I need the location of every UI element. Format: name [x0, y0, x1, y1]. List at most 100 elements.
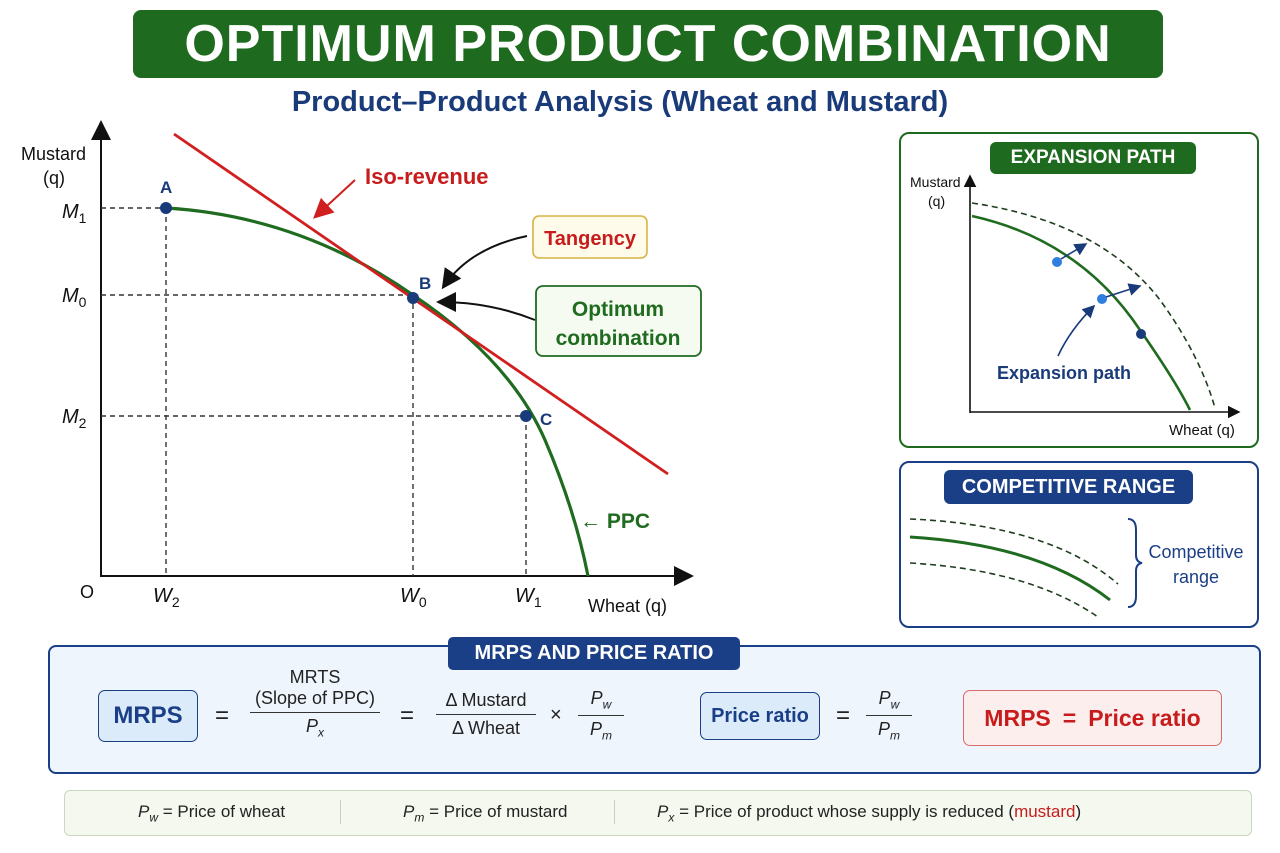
- range-mid-curve: [909, 535, 1111, 602]
- page-title-text: OPTIMUM PRODUCT COMBINATION: [184, 15, 1112, 73]
- exp-point-1: [1052, 257, 1062, 267]
- legend-px: Px = Price of product whose supply is re…: [657, 802, 1081, 824]
- exp-point-2: [1097, 294, 1107, 304]
- exp-y-label-2: (q): [928, 193, 945, 209]
- point-b: [407, 292, 419, 304]
- x-axis-label: Wheat (q): [588, 596, 667, 616]
- legend-separator-2: [614, 800, 615, 824]
- mrts-label: MRTS: [289, 667, 341, 687]
- optimum-label-2: combination: [556, 327, 681, 350]
- mrts-fraction: MRTS (Slope of PPC) Px: [250, 667, 380, 740]
- tick-w2: W2: [153, 585, 180, 610]
- point-a-label: A: [160, 178, 172, 197]
- price-ratio-bar: [866, 714, 912, 716]
- tangency-label: Tangency: [544, 228, 637, 250]
- pw-symbol: Pw: [590, 688, 612, 712]
- main-ppc-chart: A B C Mustard (q) Wheat (q) O M1 M0 M2 W…: [21, 120, 702, 616]
- legend-pw: Pw = Price of wheat: [138, 802, 285, 824]
- result-right: Price ratio: [1088, 704, 1201, 731]
- result-eq: =: [1062, 704, 1077, 731]
- eq-2: =: [400, 702, 415, 729]
- isorevenue-arrow: [313, 179, 356, 219]
- pm-denominator-2: Pm: [866, 719, 912, 743]
- competitive-range-heading-text: COMPETITIVE RANGE: [961, 475, 1176, 498]
- expansion-path-heading: EXPANSION PATH: [990, 142, 1196, 174]
- origin-label: O: [80, 582, 94, 602]
- exp-shift-arrow-1: [1060, 243, 1088, 260]
- range-label-2: range: [1173, 567, 1219, 587]
- price-ratio-pill-text: Price ratio: [711, 704, 809, 727]
- tick-w0: W0: [400, 585, 427, 610]
- pw-numerator-2: Pw: [866, 688, 912, 712]
- mrts-fraction-bar: [250, 712, 380, 713]
- legend-px-text: = Price of product whose supply is reduc…: [679, 802, 1015, 821]
- exp-ppc-outer: [971, 202, 1216, 409]
- pm-symbol-2: Pm: [877, 718, 900, 743]
- optimum-arrow: [436, 292, 536, 321]
- expansion-path-heading-text: EXPANSION PATH: [1010, 147, 1176, 168]
- pm-symbol: Pm: [589, 718, 612, 743]
- legend-separator-1: [340, 800, 341, 824]
- point-a: [160, 202, 172, 214]
- delta-wheat: Δ Wheat: [451, 718, 521, 738]
- range-lower-curve: [909, 562, 1099, 618]
- exp-y-label-1: Mustard: [910, 174, 961, 190]
- times-sign: ×: [550, 704, 562, 726]
- result-left: MRPS: [984, 704, 1051, 731]
- range-brace: [1127, 518, 1143, 608]
- delta-mustard: Δ Mustard: [445, 690, 527, 710]
- legend-pw-symbol: Pw: [138, 802, 159, 825]
- ppc-curve: [165, 206, 590, 577]
- legend-px-highlight: mustard: [1014, 802, 1076, 821]
- y-axis-label-1: Mustard: [21, 144, 86, 164]
- pw-symbol-2: Pw: [878, 688, 900, 712]
- price-ratio-pill: Price ratio: [700, 692, 820, 740]
- price-ratio-fraction: Pw Pm: [866, 688, 912, 742]
- ppc-label: ← PPC: [580, 510, 650, 533]
- optimum-label-1: Optimum: [572, 298, 664, 321]
- pw-pm-bar: [578, 714, 624, 716]
- range-upper-curve: [909, 518, 1119, 585]
- mrps-pill-text: MRPS: [113, 702, 183, 729]
- exp-point-3: [1136, 329, 1146, 339]
- px-symbol: Px: [305, 716, 324, 740]
- pw-pm-fraction: Pw Pm: [578, 688, 624, 742]
- mrps-pill: MRPS: [98, 690, 198, 742]
- exp-path-label: Expansion path: [997, 363, 1131, 383]
- symbol-legend: [64, 790, 1252, 836]
- tick-m2: M2: [62, 406, 87, 431]
- legend-pm-symbol: Pm: [403, 802, 425, 825]
- expansion-path-panel: [899, 132, 1259, 448]
- point-b-label: B: [419, 274, 431, 293]
- point-c: [520, 410, 532, 422]
- page-title: OPTIMUM PRODUCT COMBINATION: [133, 10, 1163, 78]
- pm-denominator: Pm: [578, 719, 624, 743]
- tick-m0: M0: [62, 285, 87, 310]
- eq-3: =: [836, 702, 851, 729]
- expansion-path-chart: Mustard (q) Wheat (q) Expansion path: [910, 174, 1241, 439]
- delta-fraction-bar: [436, 714, 536, 715]
- exp-shift-arrow-2: [1105, 283, 1142, 298]
- pw-numerator: Pw: [578, 688, 624, 712]
- optimum-box: [535, 285, 702, 357]
- eq-1: =: [215, 702, 230, 729]
- legend-px-symbol: Px: [657, 802, 675, 825]
- exp-x-label: Wheat (q): [1169, 422, 1235, 439]
- result-pill: MRPS = Price ratio: [963, 690, 1222, 746]
- legend-px-close: ): [1075, 802, 1082, 821]
- range-label-1: Competitive: [1148, 542, 1243, 562]
- delta-fraction: Δ Mustard Δ Wheat: [436, 690, 536, 739]
- competitive-range-heading: COMPETITIVE RANGE: [944, 470, 1193, 504]
- point-c-label: C: [540, 410, 552, 429]
- legend-pm-text: = Price of mustard: [429, 802, 568, 821]
- tick-m1: M1: [62, 201, 87, 226]
- tick-w1: W1: [515, 585, 542, 610]
- mrps-heading-text: MRPS AND PRICE RATIO: [474, 642, 714, 664]
- mrps-heading: MRPS AND PRICE RATIO: [448, 637, 740, 670]
- legend-pm: Pm = Price of mustard: [403, 802, 568, 824]
- tangency-box: [532, 215, 648, 259]
- px-denominator: Px: [250, 716, 380, 740]
- page-subtitle: Product–Product Analysis (Wheat and Must…: [291, 86, 949, 118]
- isorevenue-label: Iso-revenue: [365, 164, 489, 189]
- exp-path-arrow: [1057, 304, 1096, 357]
